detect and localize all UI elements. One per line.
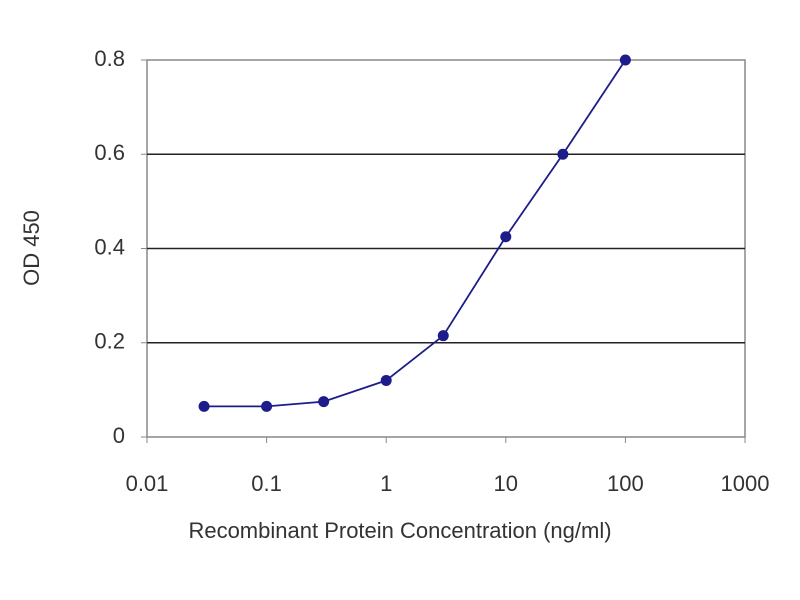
data-point [380,374,392,386]
data-point [437,330,449,342]
data-point [261,400,273,412]
y-axis-label: OD 450 [19,210,44,286]
data-point [619,54,631,66]
y-tick-label: 0.8 [94,46,125,71]
x-tick-label: 0.01 [126,471,169,496]
y-tick-label: 0.2 [94,329,125,354]
data-line [204,59,627,408]
x-tick-label: 100 [607,471,644,496]
y-tick-label: 0.4 [94,234,125,259]
data-point [557,148,569,160]
y-tick-label: 0 [113,423,125,448]
y-tick-label: 0.6 [94,140,125,165]
x-tick-label: 1000 [721,471,770,496]
data-point [198,400,210,412]
x-tick-label: 10 [494,471,518,496]
data-point [318,396,330,408]
x-tick-label: 1 [380,471,392,496]
data-point [500,231,512,243]
x-tick-label: 0.1 [251,471,282,496]
x-axis-label: Recombinant Protein Concentration (ng/ml… [188,518,611,543]
